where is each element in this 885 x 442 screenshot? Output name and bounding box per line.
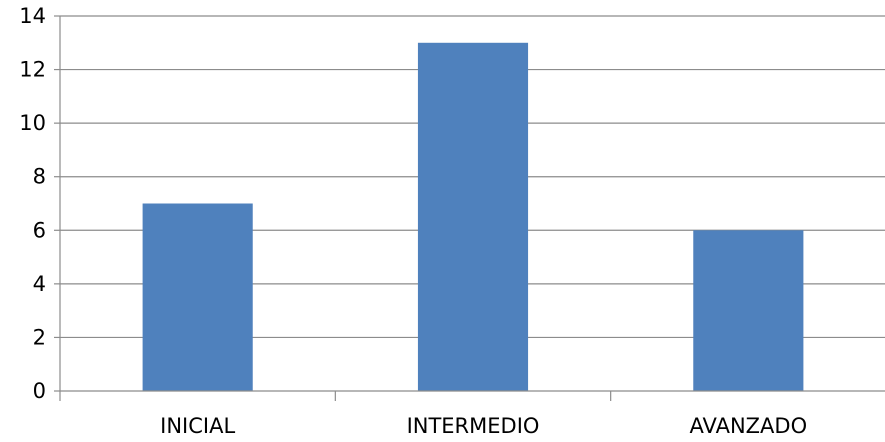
y-tick-label-6: 6 [33, 218, 46, 242]
y-tick-label-12: 12 [19, 58, 46, 82]
y-tick-label-10: 10 [19, 111, 46, 135]
x-category-label-inicial: INICIAL [160, 414, 235, 438]
axes [54, 15, 885, 401]
y-tick-labels: 0 2 4 6 8 10 12 14 [19, 4, 46, 403]
x-category-label-avanzado: AVANZADO [690, 414, 808, 438]
y-tick-label-14: 14 [19, 4, 46, 28]
bars [142, 42, 804, 392]
bar-intermedio [417, 42, 529, 392]
x-category-label-intermedio: INTERMEDIO [407, 414, 540, 438]
y-tick-label-4: 4 [33, 272, 46, 296]
bar-inicial [142, 203, 253, 391]
y-tick-label-0: 0 [33, 379, 46, 403]
y-tick-label-2: 2 [33, 325, 46, 349]
y-tick-label-8: 8 [33, 165, 46, 189]
bar-avanzado [693, 230, 804, 391]
x-category-labels: INICIAL INTERMEDIO AVANZADO [160, 414, 807, 438]
